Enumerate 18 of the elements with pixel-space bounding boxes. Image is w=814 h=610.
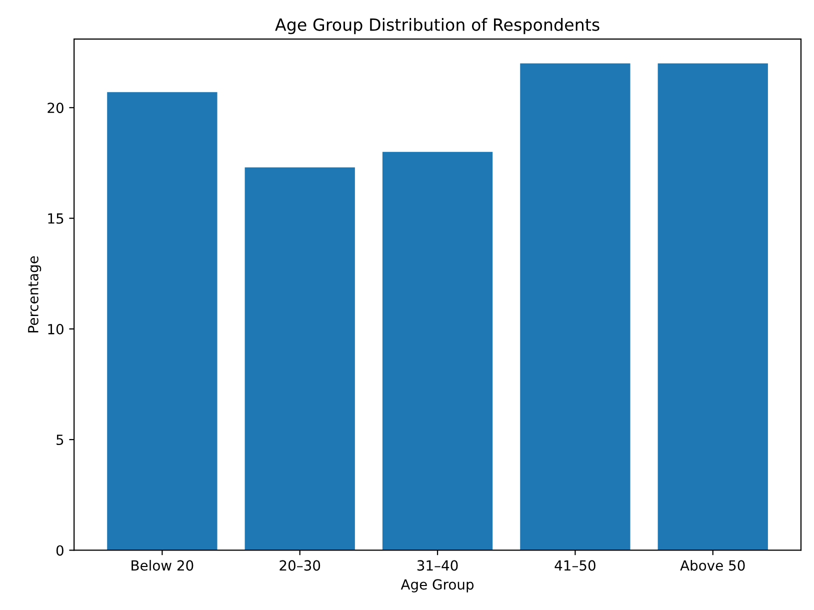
y-tick-label: 0 <box>56 545 64 556</box>
bar <box>658 63 768 550</box>
chart-title: Age Group Distribution of Respondents <box>275 18 600 34</box>
y-tick-label: 15 <box>48 213 64 224</box>
bar <box>520 63 630 550</box>
y-tick-label: 10 <box>48 324 64 334</box>
x-axis-title: Age Group <box>400 579 474 592</box>
bar <box>244 167 355 550</box>
y-axis-title: Percentage <box>28 256 42 332</box>
bar <box>107 92 218 550</box>
x-tick-label: Above 50 <box>680 560 745 571</box>
x-tick-label: 41–50 <box>554 560 596 571</box>
bar <box>382 152 493 550</box>
y-tick-label: 5 <box>56 434 64 446</box>
x-tick-label: 20–30 <box>280 560 320 571</box>
y-tick-label: 20 <box>48 102 64 114</box>
x-tick-label: 31–40 <box>417 560 458 571</box>
x-tick-label: Below 20 <box>132 560 194 571</box>
